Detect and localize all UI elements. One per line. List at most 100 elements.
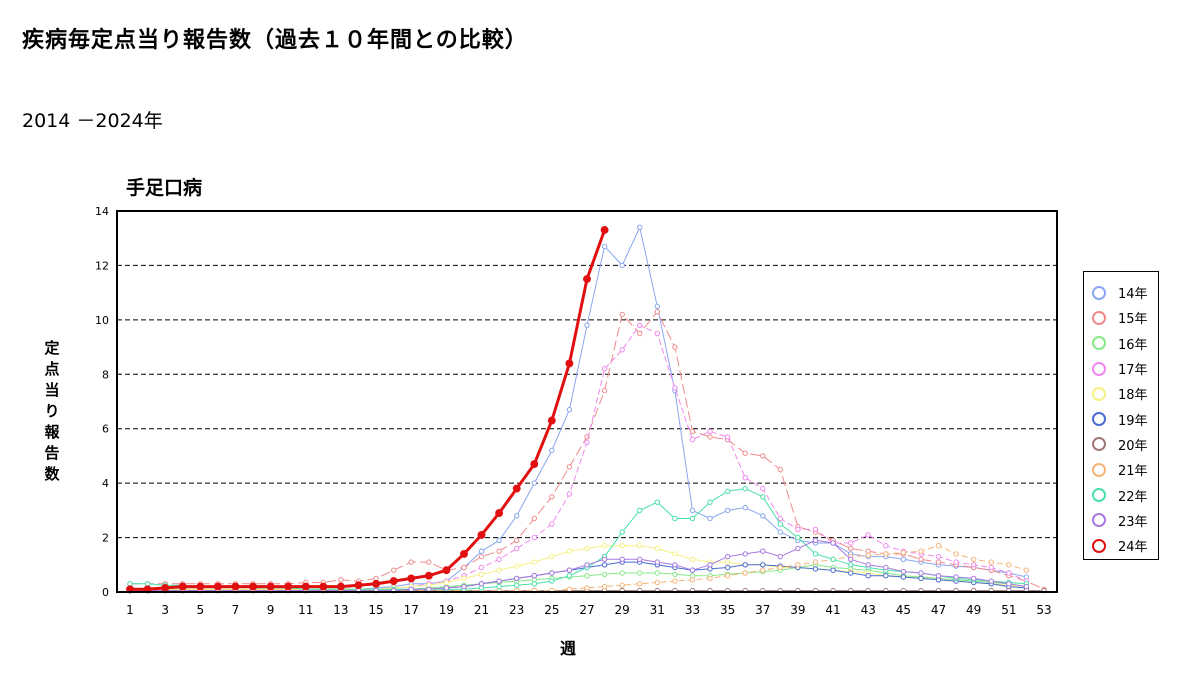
series-21-point (812, 559, 819, 565)
series-18-point (724, 559, 731, 565)
x-tick-label: 21 (474, 603, 489, 617)
x-tick-label: 51 (1001, 603, 1016, 617)
series-14-point (496, 537, 502, 543)
series-23-point (426, 586, 432, 592)
series-19-point (900, 574, 907, 580)
series-23-point (900, 568, 907, 575)
series-23 (127, 537, 1030, 594)
series-23-point (689, 567, 696, 573)
series-15-point (742, 450, 748, 456)
series-22-point (654, 499, 660, 505)
series-22-point (777, 521, 783, 527)
series-16-point (672, 571, 678, 577)
legend-marker-icon (1092, 513, 1106, 528)
series-23-point (742, 551, 748, 557)
series-23-point (637, 556, 643, 562)
series-24-point (583, 275, 591, 283)
series-17-point (812, 526, 819, 533)
x-tick-label: 7 (232, 603, 240, 617)
legend-item-20: 20年 (1084, 432, 1158, 457)
series-23-point (672, 562, 678, 568)
series-17-point (742, 475, 748, 481)
series-22-point (707, 499, 713, 505)
series-24-point (336, 582, 345, 591)
series-24-point (442, 566, 451, 575)
x-tick-label: 3 (161, 603, 169, 617)
series-23-point (812, 537, 819, 543)
series-21-point (637, 581, 643, 587)
legend-marker-icon (1092, 285, 1106, 300)
series-23-point (988, 578, 994, 584)
series-16-point (584, 573, 590, 579)
series-22-point (812, 551, 819, 557)
series-16-point (654, 570, 660, 576)
series-14-point (900, 556, 907, 562)
series-22-point (795, 534, 801, 541)
series-14-point (531, 480, 537, 486)
series-24-point (372, 579, 381, 588)
series-22-point (496, 583, 502, 590)
series-14-point (760, 513, 766, 519)
series-24-point (231, 582, 240, 591)
series-23-point (935, 573, 942, 579)
series-22-point (637, 507, 643, 514)
series-23-point (707, 562, 713, 568)
series-17-point (566, 491, 573, 497)
series-23-point (918, 570, 924, 576)
y-tick-label: 4 (102, 477, 109, 490)
series-23-point (601, 556, 608, 562)
series-22-point (514, 582, 520, 588)
series-17-point (549, 521, 555, 527)
legend-item-24: 24年 (1084, 533, 1158, 558)
series-14-point (689, 507, 696, 514)
series-17-point (953, 559, 959, 565)
legend-label: 19年 (1118, 413, 1148, 429)
series-24-point (530, 460, 539, 469)
series-23-point (795, 545, 801, 552)
series-15-point (478, 553, 485, 560)
series-23-point (478, 581, 485, 587)
series-14-point (601, 243, 608, 250)
series-23-point (584, 562, 590, 568)
legend-marker-icon (1092, 336, 1106, 351)
legend-item-18: 18年 (1084, 381, 1158, 406)
x-tick-label: 47 (931, 603, 946, 617)
x-tick-label: 49 (966, 603, 981, 617)
series-18-point (601, 543, 608, 549)
series-15-point (601, 387, 608, 394)
series-15-point (426, 559, 432, 565)
x-tick-label: 39 (790, 603, 805, 617)
series-21-point (865, 552, 871, 558)
series-21-point (883, 551, 889, 557)
x-tick-label: 13 (333, 603, 348, 617)
series-lines (126, 224, 1047, 594)
series-17-point (971, 562, 977, 568)
series-21-point (971, 556, 977, 562)
legend-label: 16年 (1118, 337, 1148, 353)
series-23-point (531, 573, 537, 579)
series-15-point (637, 330, 643, 337)
series-23-point (1006, 581, 1012, 587)
series-18-point (461, 575, 467, 582)
x-axis-label: 週 (560, 639, 577, 658)
legend-label: 22年 (1118, 489, 1148, 505)
page-subtitle: 2014 －2024年 (22, 110, 163, 132)
series-17-point (988, 564, 994, 571)
series-15-point (777, 466, 783, 473)
series-21-point (795, 562, 801, 568)
series-18-point (496, 567, 502, 573)
y-tick-label: 14 (95, 205, 109, 218)
series-23-point (619, 556, 625, 562)
series-24-point (389, 577, 398, 586)
legend-marker-icon (1092, 462, 1106, 477)
series-19-point (883, 573, 889, 579)
series-18-point (654, 545, 660, 552)
series-23-line (130, 539, 1027, 592)
series-24-point (495, 509, 504, 518)
legend-item-15: 15年 (1084, 305, 1158, 330)
x-tick-label: 37 (755, 603, 770, 617)
series-23-point (760, 548, 766, 554)
series-21-point (584, 585, 590, 591)
x-tick-label: 35 (720, 603, 735, 617)
series-24-point (424, 571, 433, 580)
